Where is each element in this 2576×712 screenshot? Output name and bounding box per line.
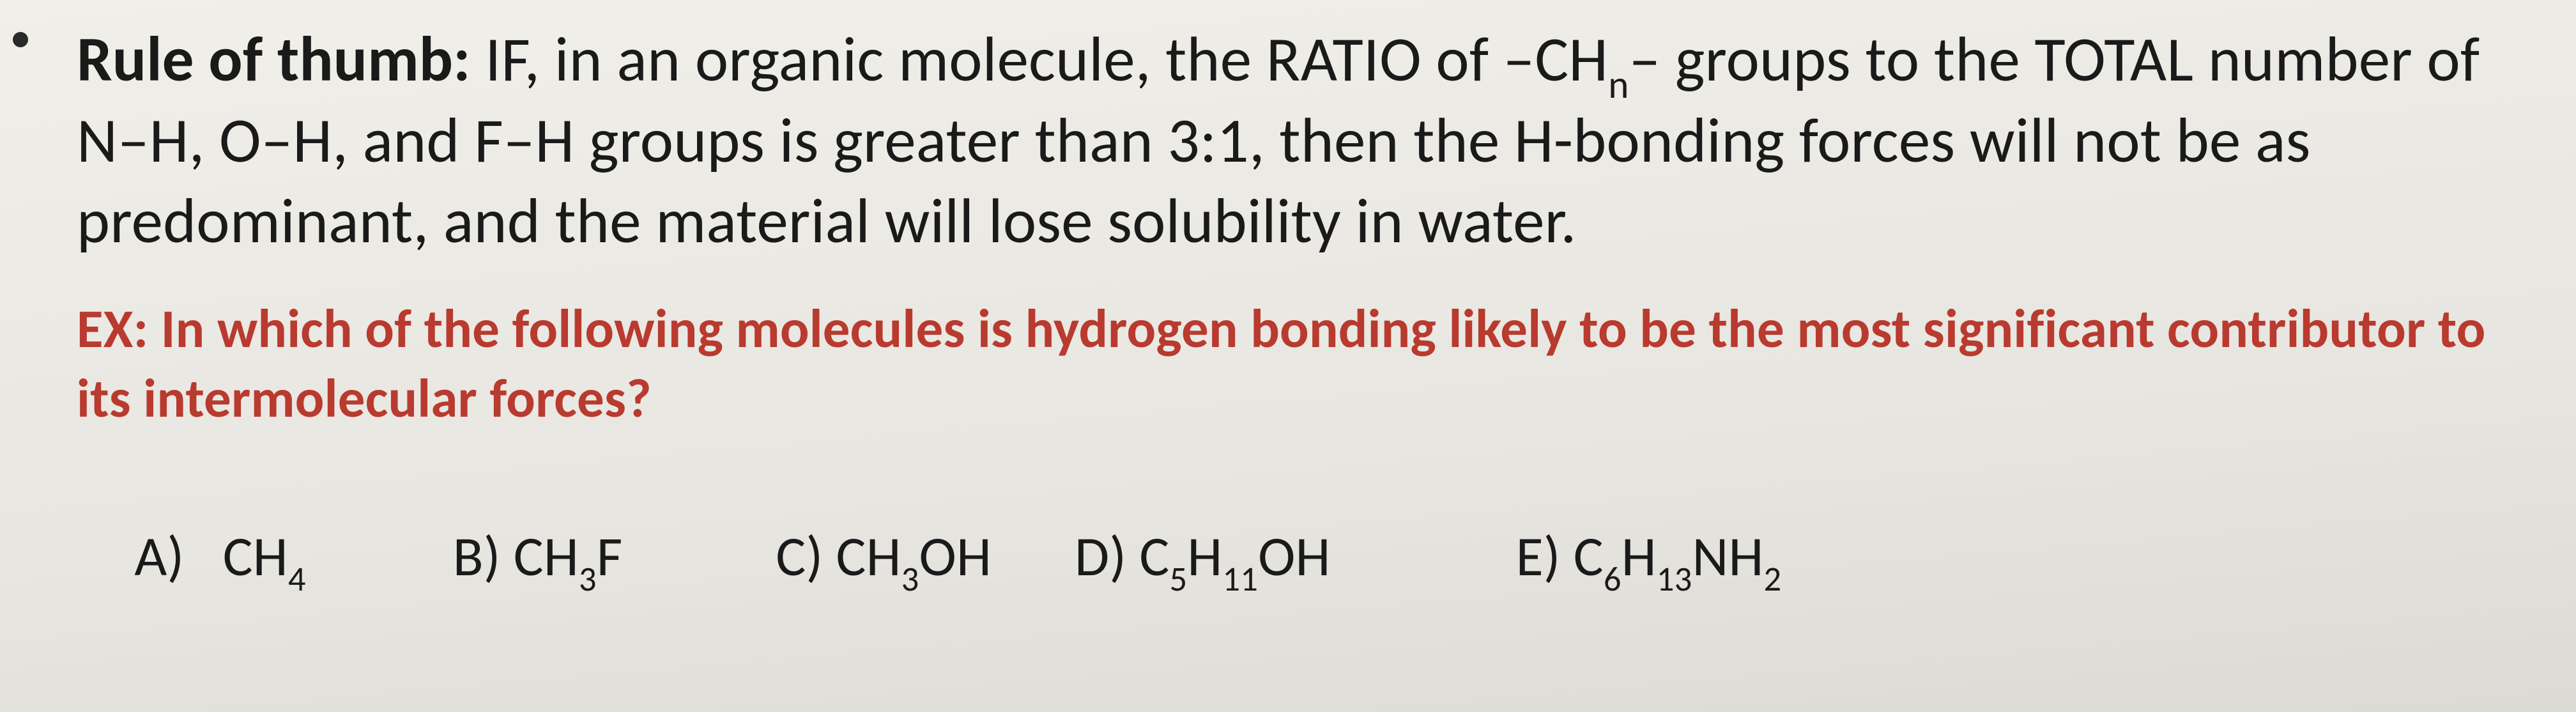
choice-c-s1: 3 [901,557,919,600]
choice-a-sub: 4 [288,557,306,600]
answer-choices-row: A) CH4B) CH3FC) CH3OHD) C5H11OHE) C6H13N… [77,453,2538,660]
choice-d-s1: 5 [1169,557,1187,600]
example-prefix: EX: [77,295,161,362]
example-question: EX: In which of the following molecules … [77,294,2538,433]
choice-e-s3: 2 [1764,557,1782,600]
choice-d-f1: C [1139,522,1169,591]
rule-label: Rule of thumb: [77,20,471,98]
choice-c-f1: CH [836,522,901,591]
choice-e-label: E) [1516,522,1574,591]
choice-e-f2: H [1621,522,1657,591]
choice-d-f3: OH [1258,522,1331,591]
choice-d-f2: H [1187,522,1222,591]
rule-text-1: IF, in an organic molecule, the RATIO of… [471,20,1609,98]
choice-c-label: C) [776,522,836,591]
choice-c: C) CH3OH [776,522,992,591]
choice-d-label: D) [1075,522,1139,591]
bullet-icon [13,32,28,47]
example-text: In which of the following molecules is h… [77,295,2486,431]
choice-b: B) CH3F [453,522,623,591]
choice-a-label: A) [134,522,184,591]
choice-e-f1: C [1574,522,1604,591]
rule-sub-n: n [1608,61,1629,109]
slide-content: Rule of thumb: IF, in an organic molecul… [0,0,2576,660]
choice-b-f2: F [597,522,623,591]
choice-e-f3: NH [1692,522,1763,591]
choice-a-formula: CH [184,522,288,591]
choice-a: A) CH4 [134,522,305,591]
choice-d: D) C5H11OH [1075,522,1331,591]
choice-e-s2: 13 [1657,557,1692,600]
choice-b-s1: 3 [579,557,597,600]
choice-b-label: B) [453,522,514,591]
choice-c-f2: OH [919,522,992,591]
rule-of-thumb-paragraph: Rule of thumb: IF, in an organic molecul… [77,19,2538,262]
choice-d-s2: 11 [1222,557,1258,600]
choice-e: E) C6H13NH2 [1516,522,1782,591]
choice-b-f1: CH [514,522,579,591]
choice-e-s1: 6 [1604,557,1621,600]
